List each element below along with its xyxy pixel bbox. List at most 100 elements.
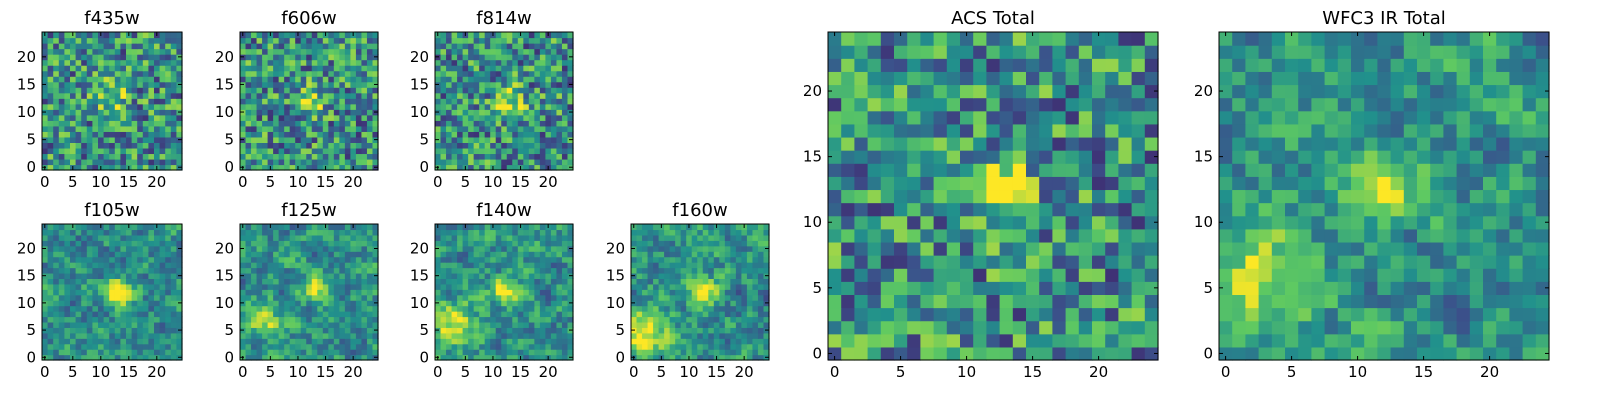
heatmap-cell: [355, 321, 363, 328]
heatmap-cell: [75, 65, 82, 72]
heatmap-cell: [103, 153, 110, 160]
heatmap-cell: [490, 76, 497, 83]
heatmap-cell: [539, 332, 546, 339]
heatmap-cell: [256, 32, 263, 39]
heatmap-cell: [697, 272, 704, 279]
heatmap-cell: [440, 70, 447, 77]
heatmap-cell: [697, 349, 704, 356]
heatmap-cell: [154, 240, 161, 247]
heatmap-cell: [170, 65, 177, 72]
heatmap-cell: [317, 70, 324, 77]
heatmap-cell: [42, 70, 49, 77]
heatmap-cell: [473, 125, 480, 132]
heatmap-cell: [506, 272, 513, 279]
heatmap-cell: [550, 316, 558, 323]
heatmap-cell: [311, 305, 318, 312]
heatmap-cell: [333, 229, 340, 236]
heatmap-cell: [240, 158, 247, 166]
heatmap-cell: [752, 305, 759, 312]
heatmap-cell: [1105, 333, 1119, 348]
heatmap-cell: [289, 59, 296, 66]
heatmap-cell: [561, 136, 569, 143]
heatmap-cell: [64, 294, 71, 301]
heatmap-cell: [53, 87, 60, 94]
heatmap-cell: [300, 48, 307, 55]
heatmap-cell: [517, 120, 524, 127]
heatmap-cell: [730, 305, 737, 312]
heatmap-cell: [256, 48, 263, 55]
heatmap-cell: [103, 327, 110, 334]
heatmap-cell: [556, 158, 563, 166]
heatmap-cell: [154, 289, 161, 296]
heatmap-cell: [170, 311, 177, 318]
heatmap-cell: [245, 251, 252, 258]
heatmap-cell: [256, 234, 263, 241]
heatmap-cell: [317, 92, 324, 99]
heatmap-cell: [75, 103, 82, 110]
heatmap-cell: [1065, 320, 1080, 335]
heatmap-cell: [92, 114, 99, 121]
heatmap-cell: [137, 283, 144, 290]
heatmap-cell: [894, 163, 908, 177]
heatmap-cell: [440, 278, 447, 285]
heatmap-cell: [300, 54, 307, 61]
heatmap-cell: [451, 153, 458, 160]
heatmap-cell: [636, 349, 643, 356]
heatmap-cell: [159, 332, 166, 339]
heatmap-cell: [75, 267, 82, 274]
heatmap-cell: [713, 305, 720, 312]
heatmap-cell: [1012, 346, 1027, 361]
heatmap-cell: [300, 240, 307, 247]
heatmap-cell: [92, 349, 99, 356]
heatmap-cell: [539, 114, 546, 121]
heatmap-cell: [328, 294, 335, 301]
heatmap-cell: [170, 316, 177, 323]
heatmap-cell: [328, 136, 335, 143]
heatmap-cell: [350, 92, 357, 99]
heatmap-cell: [1026, 163, 1040, 177]
heatmap-cell: [64, 120, 71, 127]
heatmap-cell: [251, 136, 258, 143]
heatmap-cell: [523, 321, 530, 328]
heatmap-cell: [148, 354, 155, 361]
heatmap-cell: [523, 300, 530, 307]
heatmap-cell: [567, 321, 574, 328]
y-tick-label: 0: [26, 348, 36, 366]
heatmap-cell: [567, 349, 574, 356]
heatmap-cell: [933, 163, 948, 177]
heatmap-cell: [763, 294, 770, 301]
heatmap-cell: [675, 256, 682, 263]
heatmap-cell: [328, 327, 335, 334]
heatmap-cell: [468, 278, 475, 285]
heatmap-cell: [333, 65, 340, 72]
heatmap-cell: [1118, 189, 1133, 204]
heatmap-cell: [567, 92, 574, 99]
heatmap-cell: [256, 256, 263, 263]
heatmap-cell: [999, 281, 1014, 295]
heatmap-cell: [501, 272, 508, 279]
heatmap-cell: [495, 251, 502, 258]
heatmap-cell: [159, 321, 166, 328]
heatmap-cell: [295, 103, 302, 110]
heatmap-cell: [137, 125, 144, 132]
heatmap-cell: [251, 343, 258, 350]
heatmap-cell: [468, 43, 475, 50]
heatmap-cell: [550, 327, 558, 334]
heatmap-cell: [165, 354, 172, 361]
heatmap-cell: [176, 338, 183, 345]
heatmap-cell: [170, 354, 177, 361]
heatmap-cell: [1092, 346, 1106, 361]
heatmap-cell: [479, 87, 486, 94]
heatmap-cell: [741, 251, 748, 258]
heatmap-cell: [506, 70, 513, 77]
heatmap-cell: [556, 98, 563, 105]
heatmap-cell: [154, 305, 161, 312]
heatmap-cell: [165, 289, 172, 296]
heatmap-cell: [306, 224, 313, 231]
heatmap-cell: [462, 267, 469, 274]
heatmap-cell: [1118, 268, 1133, 282]
heatmap-cell: [735, 354, 742, 361]
heatmap-cell: [278, 245, 285, 252]
heatmap-cell: [120, 59, 127, 66]
heatmap-cell: [154, 272, 161, 279]
